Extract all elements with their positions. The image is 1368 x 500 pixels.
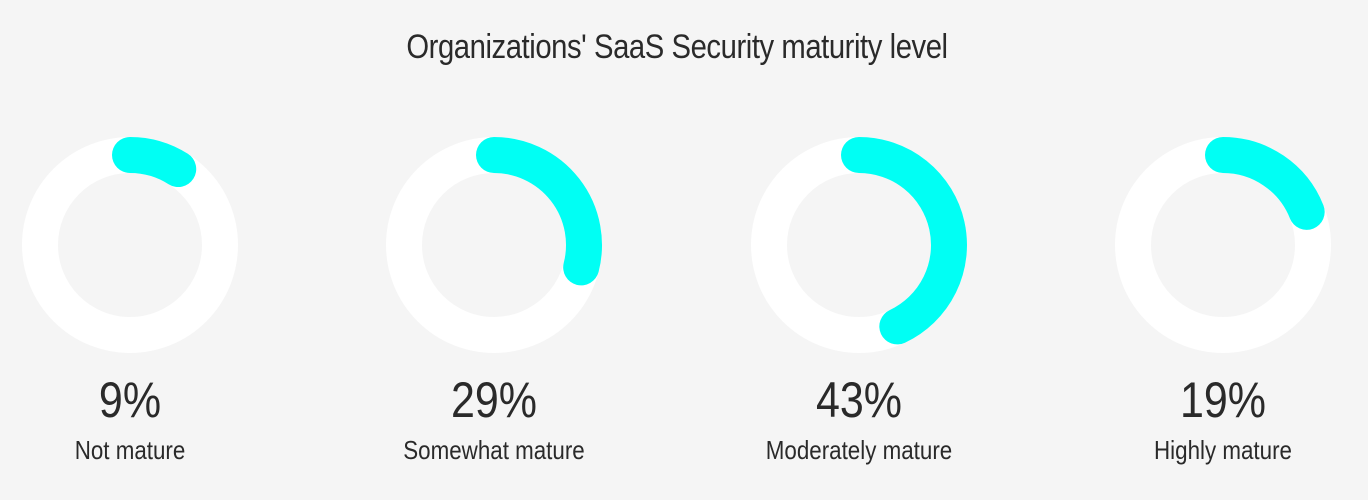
gauge-label: Somewhat mature bbox=[403, 435, 585, 465]
gauge-value: 43% bbox=[815, 372, 903, 428]
gauge-not-mature: 9% Not mature bbox=[15, 130, 245, 480]
donut-gauge bbox=[386, 137, 602, 353]
donut-gauge bbox=[22, 137, 238, 353]
donut-track bbox=[22, 137, 238, 353]
chart-title: Organizations' SaaS Security maturity le… bbox=[406, 28, 948, 66]
donut-gauge bbox=[751, 137, 967, 353]
gauge-label: Highly mature bbox=[1154, 435, 1292, 465]
gauge-value: 29% bbox=[450, 372, 538, 428]
donut-fill-arc bbox=[841, 137, 967, 345]
donut-gauge bbox=[1115, 137, 1331, 353]
gauge-value: 9% bbox=[98, 372, 162, 428]
donut-fill-arc bbox=[1205, 137, 1325, 230]
gauge-somewhat-mature: 29% Somewhat mature bbox=[379, 130, 609, 480]
gauge-highly-mature: 19% Highly mature bbox=[1108, 130, 1338, 480]
gauge-moderately-mature: 43% Moderately mature bbox=[744, 130, 974, 480]
gauge-label: Moderately mature bbox=[765, 435, 953, 465]
donut-fill-arc bbox=[112, 137, 197, 188]
gauge-label: Not mature bbox=[74, 435, 186, 465]
gauge-value: 19% bbox=[1179, 372, 1267, 428]
donut-fill-arc bbox=[476, 137, 602, 286]
